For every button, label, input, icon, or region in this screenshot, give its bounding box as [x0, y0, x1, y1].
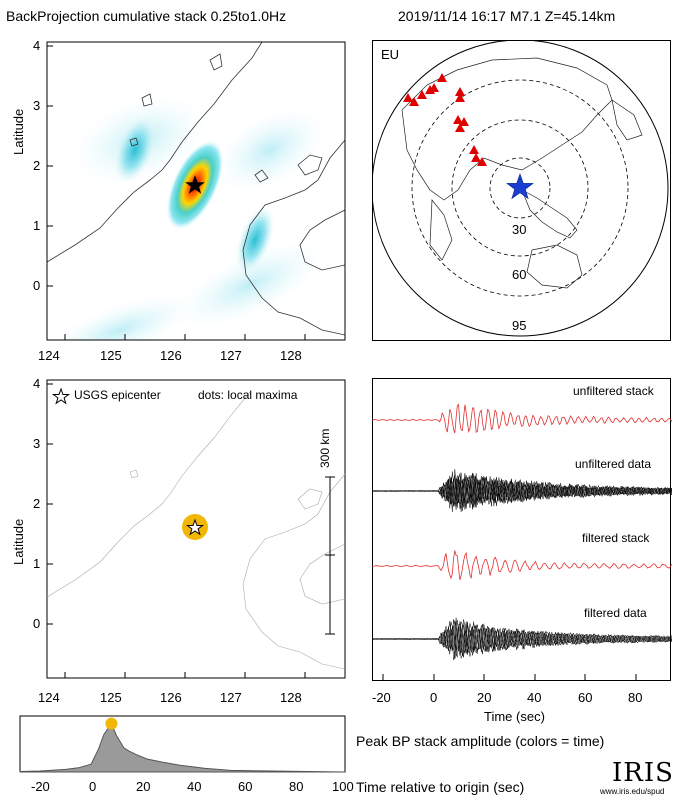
time-tick-40: 40: [527, 690, 542, 705]
seismogram-trace: [372, 472, 672, 510]
chart-title: BackProjection cumulative stack 0.25to1.…: [6, 8, 287, 24]
label-unfiltered-stack: unfiltered stack: [573, 384, 654, 398]
time-tick-80: 80: [628, 690, 643, 705]
lat-tick-3: 3: [33, 98, 41, 113]
time-tick-60: 60: [578, 690, 593, 705]
seismogram-traces: [372, 403, 672, 660]
lat-tick-3-bottom: 3: [33, 436, 41, 451]
station-triangle: [409, 97, 419, 106]
lon-tick-127-bottom: 127: [220, 690, 242, 705]
station-triangle: [455, 93, 465, 102]
time-tick-0: 0: [430, 690, 438, 705]
iris-logo: IRIS: [612, 758, 674, 788]
station-triangle: [453, 115, 463, 124]
station-triangle: [455, 87, 465, 96]
legend-star-icon: [51, 387, 71, 405]
seismo-xlabel: Time (sec): [484, 709, 545, 724]
lon-tick-124: 124: [38, 348, 60, 363]
lat-tick-4-bottom: 4: [33, 376, 41, 391]
amp-tick-80: 80: [289, 779, 304, 794]
amplitude-peak-dot: [105, 717, 118, 730]
lat-tick-0-bottom: 0: [33, 616, 41, 631]
lon-tick-128: 128: [280, 348, 302, 363]
station-triangle: [471, 153, 481, 162]
station-triangle: [403, 93, 413, 102]
lon-tick-128-bottom: 128: [280, 690, 302, 705]
amp-tick-m20: -20: [31, 779, 50, 794]
scale-bar-label: 300 km: [318, 428, 332, 468]
ring-label-60: 60: [512, 267, 527, 282]
seismogram-trace: [372, 403, 672, 434]
amp-tick-40: 40: [187, 779, 202, 794]
station-triangle: [469, 145, 479, 154]
station-triangle: [455, 123, 465, 132]
station-triangle: [429, 83, 439, 92]
station-triangle: [417, 90, 427, 99]
lat-tick-4: 4: [33, 38, 41, 53]
lat-tick-2: 2: [33, 158, 41, 173]
epicenter-map-panel: [46, 379, 346, 679]
ring-label-30: 30: [512, 222, 527, 237]
label-unfiltered-data: unfiltered data: [575, 457, 652, 471]
bp-map-panel: [46, 41, 346, 341]
lon-tick-126: 126: [160, 348, 182, 363]
label-filtered-stack: filtered stack: [582, 531, 650, 545]
ring-label-95: 95: [512, 318, 527, 333]
lon-tick-127: 127: [220, 348, 242, 363]
amp-xlabel: Time relative to origin (sec): [356, 779, 525, 795]
ylabel-top: Latitude: [11, 108, 26, 155]
amplitude-area: [19, 722, 346, 773]
amp-caption: Peak BP stack amplitude (colors = time): [356, 733, 605, 749]
amp-tick-100: 100: [332, 779, 354, 794]
epicenter-star-top: [185, 175, 205, 194]
station-triangle: [437, 73, 447, 82]
lat-tick-0: 0: [33, 278, 41, 293]
epicenter-star-globe: [506, 173, 534, 200]
lat-tick-1: 1: [33, 218, 41, 233]
lat-tick-2-bottom: 2: [33, 496, 41, 511]
amp-tick-60: 60: [238, 779, 253, 794]
legend-epicenter-label: USGS epicenter: [74, 388, 161, 402]
station-triangles: [403, 73, 487, 166]
station-triangle: [477, 157, 487, 166]
iris-url: www.iris.edu/spud: [600, 787, 665, 796]
amp-tick-20: 20: [136, 779, 151, 794]
ylabel-bottom: Latitude: [11, 518, 26, 565]
lon-tick-125-bottom: 125: [100, 690, 122, 705]
seismogram-panel: [372, 378, 672, 681]
event-info: 2019/11/14 16:17 M7.1 Z=45.14km: [398, 8, 616, 24]
amplitude-panel: [19, 715, 346, 773]
region-label: EU: [381, 47, 400, 62]
time-tick-m20: -20: [372, 690, 391, 705]
amp-tick-0: 0: [89, 779, 97, 794]
station-triangle: [459, 117, 469, 126]
seismogram-trace: [372, 619, 672, 660]
legend-dots-label: dots: local maxima: [198, 388, 298, 402]
epicenter-star-bottom: [185, 518, 205, 536]
lon-tick-125: 125: [100, 348, 122, 363]
seismogram-trace: [372, 550, 672, 581]
time-tick-20: 20: [477, 690, 492, 705]
station-globe: [372, 40, 671, 341]
label-filtered-data: filtered data: [584, 606, 647, 620]
seismogram-trace: [372, 617, 672, 656]
lon-tick-126-bottom: 126: [160, 690, 182, 705]
lat-tick-1-bottom: 1: [33, 556, 41, 571]
lon-tick-124-bottom: 124: [38, 690, 60, 705]
